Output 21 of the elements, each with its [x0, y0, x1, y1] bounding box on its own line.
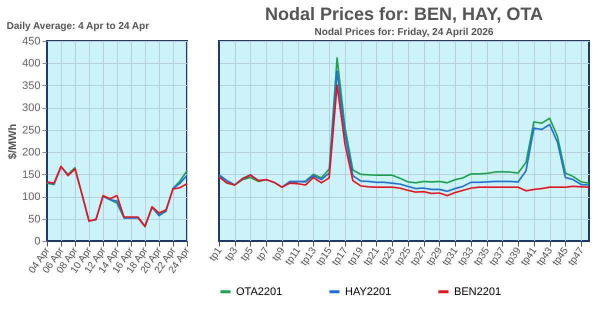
y-tick-label: 300: [22, 102, 40, 114]
x-tick-label: tp7: [254, 245, 272, 264]
y-tick-label: 100: [22, 191, 40, 204]
y-axis-title: $/MWh: [7, 124, 20, 160]
x-tick-label: tp1: [207, 245, 225, 264]
legend-label: BEN2201: [454, 286, 502, 298]
y-tick-label: 450: [22, 36, 40, 48]
y-tick-label: 250: [22, 124, 40, 136]
x-tick-label: tp5: [238, 245, 256, 264]
x-tick-label: tp3: [223, 245, 240, 264]
chart-subtitle: Daily Average: 4 Apr to 24 Apr: [6, 21, 150, 32]
y-tick-label: 50: [28, 213, 40, 226]
chart-title: Nodal Prices for: BEN, HAY, OTA: [264, 4, 544, 24]
y-tick-label: 400: [22, 58, 40, 70]
y-tick-label: 0: [34, 236, 40, 248]
legend-label: HAY2201: [345, 286, 392, 298]
legend-label: OTA2201: [236, 286, 282, 298]
y-tick-label: 150: [22, 168, 40, 181]
y-tick-label: 200: [22, 146, 40, 159]
y-tick-label: 350: [22, 80, 40, 92]
chart-subtitle: Nodal Prices for: Friday, 24 April 2026: [314, 27, 494, 38]
